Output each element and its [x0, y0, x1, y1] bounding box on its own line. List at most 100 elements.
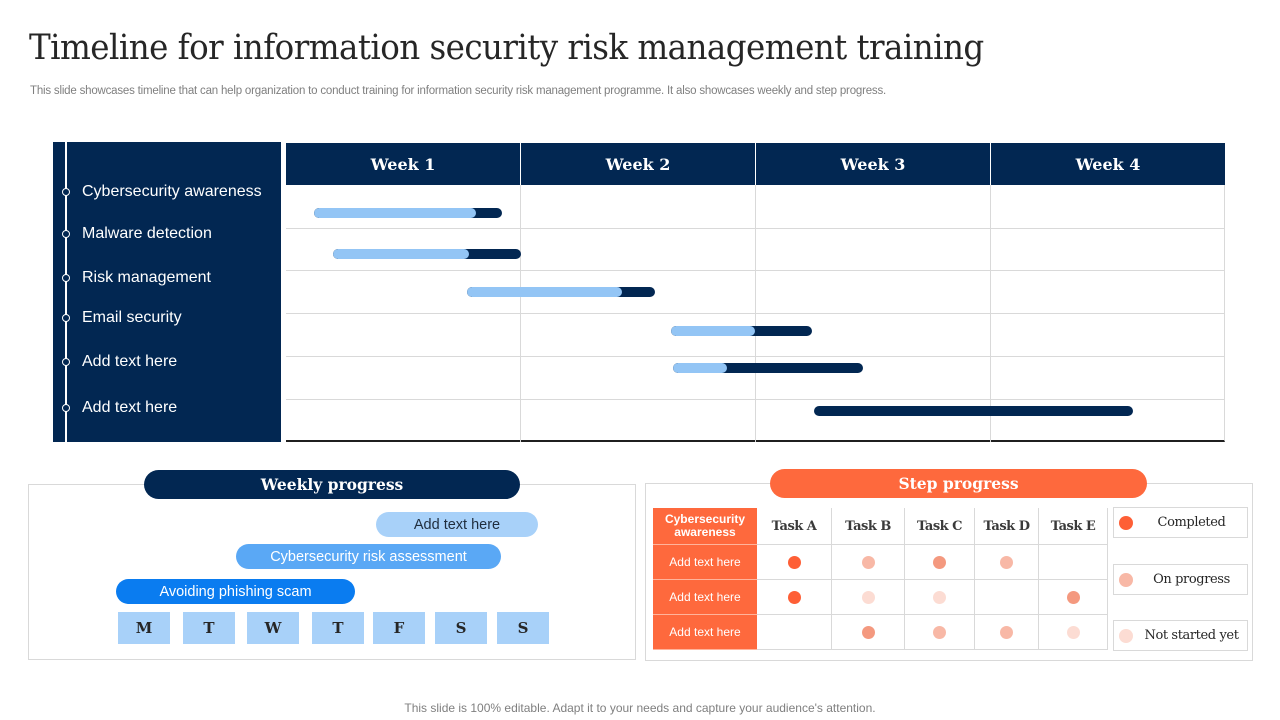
gantt-bar-progress — [673, 363, 728, 373]
status-dot-icon — [1000, 625, 1013, 639]
day-thursday: T — [312, 612, 364, 644]
week-header: Week 1 — [286, 143, 521, 185]
timeline-item: Malware detection — [53, 225, 281, 245]
timeline-node-icon — [62, 358, 70, 366]
status-dot-icon — [933, 555, 946, 569]
status-dot-icon — [933, 625, 946, 639]
legend-on-progress: On progress — [1113, 564, 1248, 595]
step-status-cell — [757, 580, 832, 615]
task-column-header: Task D — [975, 508, 1039, 545]
step-progress-table: Cybersecurity awareness Task A Task B Task… — [653, 508, 1108, 650]
week-header: Week 2 — [521, 143, 756, 185]
page-title: Timeline for information security risk m… — [29, 28, 984, 68]
task-column-header: Task C — [905, 508, 975, 545]
weekly-progress-pill: Cybersecurity risk assessment — [236, 544, 501, 569]
step-progress-title: Step progress — [770, 469, 1147, 498]
timeline-item-label: Add text here — [82, 399, 178, 416]
timeline-item: Cybersecurity awareness — [53, 183, 281, 203]
status-dot-icon — [861, 555, 875, 569]
step-status-cell — [905, 615, 975, 650]
not-started-dot-icon — [1119, 629, 1133, 643]
timeline-node-icon — [62, 314, 70, 322]
gantt-bar — [670, 326, 812, 336]
step-row-label: Add text here — [653, 615, 757, 650]
gantt-bar — [466, 287, 655, 297]
step-status-cell — [832, 580, 905, 615]
step-status-cell — [1039, 580, 1108, 615]
status-dot-icon — [1066, 590, 1080, 604]
gantt-bar — [814, 406, 1134, 416]
timeline-node-icon — [62, 188, 70, 196]
completed-dot-icon — [1119, 516, 1133, 530]
status-dot-icon — [861, 590, 875, 604]
step-status-cell — [905, 545, 975, 580]
step-status-cell — [1039, 615, 1108, 650]
step-status-cell — [757, 545, 832, 580]
weekly-progress-pill: Add text here — [376, 512, 538, 537]
timeline-item-label: Add text here — [82, 353, 178, 370]
timeline-item: Add text here — [53, 399, 281, 419]
column-divider — [990, 185, 991, 442]
gantt-chart: Week 1 Week 2 Week 3 Week 4 — [286, 143, 1225, 442]
table-corner-header: Cybersecurity awareness — [653, 508, 757, 545]
timeline-item-label: Cybersecurity awareness — [82, 183, 262, 200]
timeline-node-icon — [62, 274, 70, 282]
timeline-item-label: Malware detection — [82, 225, 212, 242]
week-header: Week 3 — [756, 143, 991, 185]
day-tuesday: T — [183, 612, 235, 644]
legend-not-started: Not started yet — [1113, 620, 1248, 651]
timeline-item-label: Email security — [82, 309, 182, 326]
gantt-bar — [314, 208, 502, 218]
column-divider — [755, 185, 756, 442]
timeline-item: Add text here — [53, 353, 281, 373]
column-divider — [520, 185, 521, 442]
step-status-cell — [975, 545, 1039, 580]
day-wednesday: W — [247, 612, 299, 644]
timeline-item: Risk management — [53, 269, 281, 289]
gantt-bar-progress — [332, 249, 470, 259]
step-row-label: Add text here — [653, 545, 757, 580]
gantt-bar-progress — [466, 287, 622, 297]
step-status-cell — [1039, 545, 1108, 580]
timeline-item-label: Risk management — [82, 269, 211, 286]
day-sunday: S — [497, 612, 549, 644]
page-subtitle: This slide showcases timeline that can h… — [30, 85, 887, 97]
gantt-header: Week 1 Week 2 Week 3 Week 4 — [286, 143, 1225, 185]
legend-label: On progress — [1153, 572, 1230, 587]
status-dot-icon — [861, 625, 875, 639]
gantt-bar — [332, 249, 521, 259]
timeline-item: Email security — [53, 309, 281, 329]
status-dot-icon — [787, 555, 801, 569]
task-column-header: Task B — [832, 508, 905, 545]
gantt-body — [286, 185, 1225, 442]
step-status-cell — [832, 615, 905, 650]
step-status-cell — [832, 545, 905, 580]
status-dot-icon — [1066, 625, 1080, 639]
day-friday: F — [373, 612, 425, 644]
timeline-node-icon — [62, 230, 70, 238]
status-dot-icon — [933, 590, 946, 604]
step-status-cell — [905, 580, 975, 615]
gantt-bar — [673, 363, 864, 373]
week-header: Week 4 — [991, 143, 1225, 185]
task-column-header: Task A — [757, 508, 832, 545]
legend-label: Not started yet — [1144, 628, 1239, 643]
legend-label: Completed — [1157, 515, 1226, 530]
weekly-progress-pill: Avoiding phishing scam — [116, 579, 355, 604]
on-progress-dot-icon — [1119, 573, 1133, 587]
step-status-cell — [975, 615, 1039, 650]
timeline-vertical-line — [65, 142, 67, 442]
weekly-progress-title: Weekly progress — [144, 470, 520, 499]
status-dot-icon — [787, 590, 801, 604]
status-dot-icon — [1000, 555, 1013, 569]
day-saturday: S — [435, 612, 487, 644]
timeline-node-icon — [62, 404, 70, 412]
task-column-header: Task E — [1039, 508, 1108, 545]
step-row-label: Add text here — [653, 580, 757, 615]
legend-completed: Completed — [1113, 507, 1248, 538]
day-monday: M — [118, 612, 170, 644]
footer-note: This slide is 100% editable. Adapt it to… — [404, 701, 876, 715]
step-status-cell — [975, 580, 1039, 615]
gantt-bar-progress — [670, 326, 756, 336]
timeline-task-panel: Cybersecurity awareness Malware detectio… — [53, 142, 281, 442]
